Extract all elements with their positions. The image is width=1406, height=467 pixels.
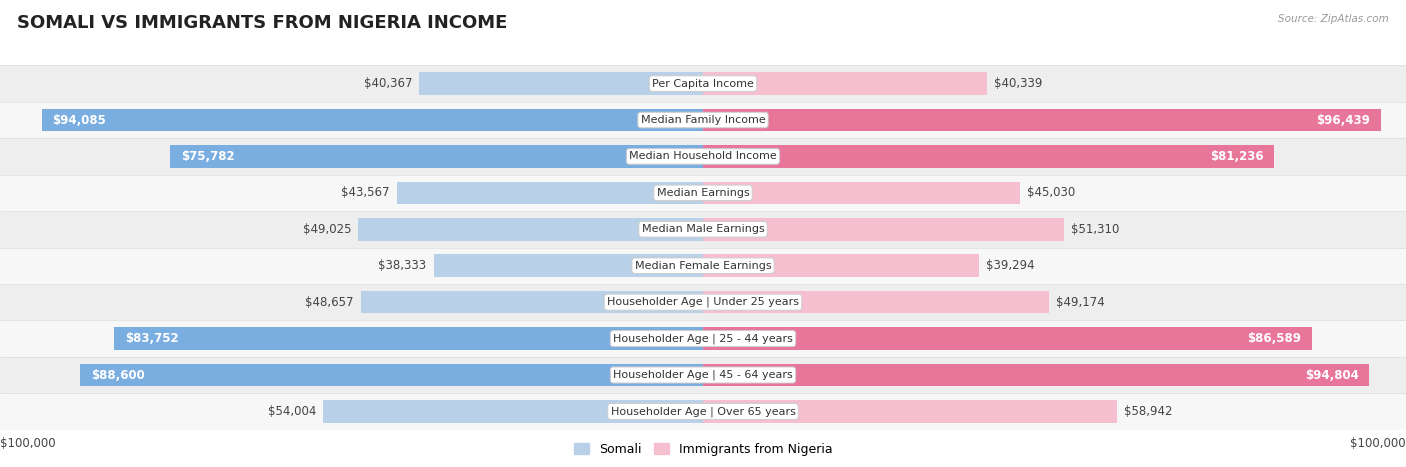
Bar: [433, 255, 703, 277]
Text: $40,367: $40,367: [364, 77, 412, 90]
Text: Householder Age | Under 25 years: Householder Age | Under 25 years: [607, 297, 799, 307]
Text: $48,657: $48,657: [305, 296, 354, 309]
Text: Householder Age | 45 - 64 years: Householder Age | 45 - 64 years: [613, 370, 793, 380]
Bar: [0, 175, 1406, 211]
Text: $75,782: $75,782: [181, 150, 235, 163]
Bar: [0, 65, 1406, 102]
Text: Median Earnings: Median Earnings: [657, 188, 749, 198]
Text: Householder Age | Over 65 years: Householder Age | Over 65 years: [610, 406, 796, 417]
Text: $51,310: $51,310: [1071, 223, 1119, 236]
Text: $54,004: $54,004: [269, 405, 316, 418]
Bar: [323, 400, 703, 423]
Bar: [0, 284, 1406, 320]
Text: Source: ZipAtlas.com: Source: ZipAtlas.com: [1278, 14, 1389, 24]
Bar: [396, 182, 703, 204]
Text: Per Capita Income: Per Capita Income: [652, 78, 754, 89]
Bar: [170, 145, 703, 168]
Text: Median Family Income: Median Family Income: [641, 115, 765, 125]
Text: $100,000: $100,000: [0, 437, 56, 450]
Bar: [80, 364, 703, 386]
Bar: [419, 72, 703, 95]
Text: $38,333: $38,333: [378, 259, 426, 272]
Text: $86,589: $86,589: [1247, 332, 1301, 345]
Bar: [0, 211, 1406, 248]
Text: $94,085: $94,085: [52, 113, 105, 127]
Bar: [703, 218, 1064, 241]
Text: $49,025: $49,025: [302, 223, 352, 236]
Text: $88,600: $88,600: [90, 368, 145, 382]
Text: $58,942: $58,942: [1125, 405, 1173, 418]
Text: $49,174: $49,174: [1056, 296, 1105, 309]
Bar: [114, 327, 703, 350]
Bar: [42, 109, 703, 131]
Bar: [0, 248, 1406, 284]
Bar: [703, 72, 987, 95]
Text: $40,339: $40,339: [994, 77, 1042, 90]
Bar: [0, 102, 1406, 138]
Text: SOMALI VS IMMIGRANTS FROM NIGERIA INCOME: SOMALI VS IMMIGRANTS FROM NIGERIA INCOME: [17, 14, 508, 32]
Bar: [703, 400, 1118, 423]
Bar: [361, 291, 703, 313]
Bar: [0, 320, 1406, 357]
Text: $83,752: $83,752: [125, 332, 179, 345]
Text: $96,439: $96,439: [1316, 113, 1371, 127]
Bar: [703, 327, 1312, 350]
Text: Median Household Income: Median Household Income: [628, 151, 778, 162]
Text: $39,294: $39,294: [986, 259, 1035, 272]
Bar: [703, 145, 1274, 168]
Legend: Somali, Immigrants from Nigeria: Somali, Immigrants from Nigeria: [568, 438, 838, 461]
Bar: [703, 364, 1369, 386]
Text: Median Male Earnings: Median Male Earnings: [641, 224, 765, 234]
Bar: [0, 357, 1406, 393]
Bar: [703, 255, 979, 277]
Text: $81,236: $81,236: [1211, 150, 1264, 163]
Text: Median Female Earnings: Median Female Earnings: [634, 261, 772, 271]
Text: Householder Age | 25 - 44 years: Householder Age | 25 - 44 years: [613, 333, 793, 344]
Text: $45,030: $45,030: [1026, 186, 1074, 199]
Bar: [0, 393, 1406, 430]
Bar: [359, 218, 703, 241]
Text: $100,000: $100,000: [1350, 437, 1406, 450]
Bar: [703, 182, 1019, 204]
Text: $94,804: $94,804: [1305, 368, 1360, 382]
Text: $43,567: $43,567: [342, 186, 389, 199]
Bar: [703, 291, 1049, 313]
Bar: [703, 109, 1381, 131]
Bar: [0, 138, 1406, 175]
